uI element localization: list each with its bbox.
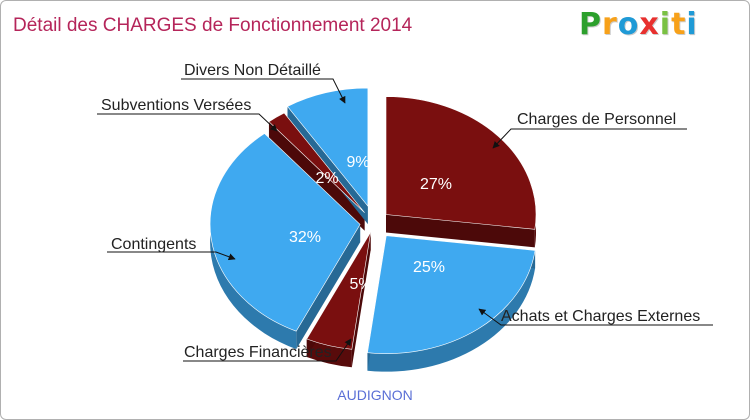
callout-label: Contingents: [111, 236, 196, 253]
callouts-layer: Charges de Personnel Achats et Charges Ex…: [97, 62, 713, 362]
slice-contingents[interactable]: [209, 133, 361, 332]
slice-charges-de-personnel[interactable]: [385, 96, 537, 230]
callout-line: [183, 338, 352, 362]
slice-wall: [268, 121, 365, 231]
callout-label: Divers Non Détaillé: [184, 62, 321, 79]
logo-letter: r: [602, 7, 618, 42]
logo-letter: i: [659, 7, 672, 42]
logo-letter: o: [617, 7, 640, 42]
callout-line: [492, 128, 687, 149]
slice-wall: [296, 224, 361, 350]
slice-side-charges-financi-res: [306, 338, 352, 368]
logo-letter: P: [579, 7, 602, 42]
slices-layer: [209, 87, 537, 372]
labels-layer: 27% 25% 5% 32% 2% 9%: [289, 154, 452, 293]
callout-label: Subventions Versées: [101, 97, 251, 114]
callout-line: [97, 113, 278, 132]
slice-subventions-vers-es[interactable]: [268, 112, 365, 213]
slice-percent-label: 9%: [346, 154, 369, 171]
logo-letter: t: [671, 7, 687, 42]
proxiti-logo[interactable]: Proxiti: [579, 7, 698, 42]
logo-letter: i: [686, 7, 698, 42]
slice-percent-label: 5%: [349, 276, 372, 293]
slice-achats-et-charges-externes[interactable]: [367, 235, 536, 354]
slice-percent-label: 32%: [289, 229, 321, 246]
slice-side-contingents: [210, 133, 297, 350]
callout-label: Charges de Personnel: [517, 111, 676, 128]
callout-line: [107, 251, 236, 261]
slice-divers-non-d-taill-[interactable]: [287, 87, 369, 207]
callout-line: [478, 308, 713, 326]
callout-line: [181, 78, 346, 104]
slice-percent-label: 27%: [420, 176, 452, 193]
logo-letter: x: [639, 7, 660, 42]
callout-label: Achats et Charges Externes: [501, 308, 700, 325]
callout-label: Charges Financières: [184, 344, 332, 361]
slice-wall: [351, 232, 371, 368]
slice-wall: [386, 214, 535, 248]
slice-charges-financi-res[interactable]: [306, 232, 371, 350]
slice-percent-label: 2%: [315, 170, 338, 187]
chart-title: Détail des CHARGES de Fonctionnement 201…: [13, 15, 413, 36]
slice-side-achats-et-charges-externes: [367, 250, 536, 372]
slice-percent-label: 25%: [413, 259, 445, 276]
commune-name: AUDIGNON: [337, 387, 413, 403]
